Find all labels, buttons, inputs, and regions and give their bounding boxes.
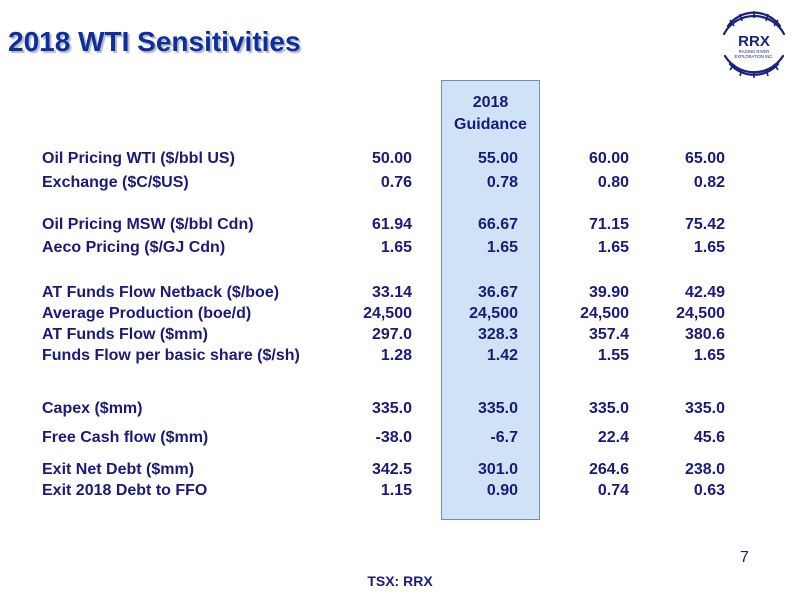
value-cell: 0.82: [693, 174, 725, 191]
value-cell: 380.6: [684, 326, 725, 343]
value-cell: -38.0: [375, 429, 412, 446]
value-cell: 1.65: [380, 239, 412, 256]
table-row: Average Production (boe/d) 24,500 24,500…: [0, 305, 800, 325]
row-label: Aeco Pricing ($/GJ Cdn): [42, 239, 226, 256]
value-cell: 1.65: [597, 239, 629, 256]
row-label: Oil Pricing MSW ($/bbl Cdn): [42, 216, 254, 233]
value-cell: 24,500: [469, 305, 518, 322]
logo-line2: EXPLORATION INC.: [734, 54, 773, 59]
value-cell: 45.6: [693, 429, 725, 446]
value-cell: 1.65: [693, 347, 725, 364]
value-cell: 36.67: [477, 284, 518, 301]
value-cell: 24,500: [580, 305, 629, 322]
value-cell: 1.65: [486, 239, 518, 256]
guidance-header-label: Guidance: [454, 116, 527, 133]
row-label: Exit Net Debt ($mm): [42, 461, 195, 478]
table-row: Funds Flow per basic share ($/sh) 1.28 1…: [0, 347, 800, 367]
value-cell: 24,500: [363, 305, 412, 322]
value-cell: 65.00: [684, 150, 725, 167]
row-label: Exchange ($C/$US): [42, 174, 189, 191]
value-cell: 0.63: [693, 482, 725, 499]
value-cell: 75.42: [684, 216, 725, 233]
guidance-column-highlight: [441, 80, 540, 520]
value-cell: 55.00: [477, 150, 518, 167]
value-cell: 0.76: [380, 174, 412, 191]
row-label: Capex ($mm): [42, 400, 143, 417]
value-cell: 61.94: [371, 216, 412, 233]
value-cell: 0.80: [597, 174, 629, 191]
page-number: 7: [740, 549, 749, 566]
value-cell: 1.42: [486, 347, 518, 364]
rrx-logo-mark: RRX RAGING RIVER EXPLORATION INC.: [722, 11, 786, 78]
value-cell: 238.0: [684, 461, 725, 478]
value-cell: 264.6: [588, 461, 629, 478]
table-row: Exit 2018 Debt to FFO 1.15 0.90 0.74 0.6…: [0, 482, 800, 502]
table-row: Capex ($mm) 335.0 335.0 335.0 335.0: [0, 400, 800, 420]
value-cell: 1.65: [693, 239, 725, 256]
value-cell: 42.49: [684, 284, 725, 301]
table-row: Free Cash flow ($mm) -38.0 -6.7 22.4 45.…: [0, 429, 800, 449]
value-cell: 0.78: [486, 174, 518, 191]
company-logo: RRX RAGING RIVER EXPLORATION INC.: [716, 6, 792, 82]
value-cell: 335.0: [588, 400, 629, 417]
value-cell: 71.15: [588, 216, 629, 233]
value-cell: 0.90: [486, 482, 518, 499]
row-label: Oil Pricing WTI ($/bbl US): [42, 150, 235, 167]
value-cell: 22.4: [597, 429, 629, 446]
value-cell: 0.74: [597, 482, 629, 499]
footer-ticker: TSX: RRX: [367, 573, 433, 589]
value-cell: 328.3: [477, 326, 518, 343]
guidance-header-year: 2018: [472, 94, 509, 111]
value-cell: 335.0: [371, 400, 412, 417]
row-label: Free Cash flow ($mm): [42, 429, 209, 446]
table-row: AT Funds Flow ($mm) 297.0 328.3 357.4 38…: [0, 326, 800, 346]
value-cell: 335.0: [477, 400, 518, 417]
row-label: Exit 2018 Debt to FFO: [42, 482, 208, 499]
value-cell: -6.7: [490, 429, 518, 446]
value-cell: 335.0: [684, 400, 725, 417]
logo-wordmark: RRX: [738, 33, 770, 50]
value-cell: 301.0: [477, 461, 518, 478]
table-row: Aeco Pricing ($/GJ Cdn) 1.65 1.65 1.65 1…: [0, 239, 800, 259]
row-label: Average Production (boe/d): [42, 305, 252, 322]
row-label: Funds Flow per basic share ($/sh): [42, 347, 300, 364]
value-cell: 50.00: [371, 150, 412, 167]
value-cell: 60.00: [588, 150, 629, 167]
value-cell: 39.90: [588, 284, 629, 301]
value-cell: 33.14: [371, 284, 412, 301]
table-row: Oil Pricing WTI ($/bbl US) 50.00 55.00 6…: [0, 150, 800, 170]
table-row: Exchange ($C/$US) 0.76 0.78 0.80 0.82: [0, 174, 800, 194]
value-cell: 1.15: [380, 482, 412, 499]
table-row: Oil Pricing MSW ($/bbl Cdn) 61.94 66.67 …: [0, 216, 800, 236]
value-cell: 66.67: [477, 216, 518, 233]
slide-title: 2018 WTI Sensitivities: [8, 26, 301, 57]
table-row: AT Funds Flow Netback ($/boe) 33.14 36.6…: [0, 284, 800, 304]
value-cell: 297.0: [371, 326, 412, 343]
value-cell: 357.4: [588, 326, 629, 343]
row-label: AT Funds Flow ($mm): [42, 326, 208, 343]
value-cell: 24,500: [676, 305, 725, 322]
value-cell: 342.5: [371, 461, 412, 478]
value-cell: 1.28: [380, 347, 412, 364]
table-row: Exit Net Debt ($mm) 342.5 301.0 264.6 23…: [0, 461, 800, 481]
row-label: AT Funds Flow Netback ($/boe): [42, 284, 280, 301]
value-cell: 1.55: [597, 347, 629, 364]
logo-line1: RAGING RIVER: [739, 49, 769, 54]
